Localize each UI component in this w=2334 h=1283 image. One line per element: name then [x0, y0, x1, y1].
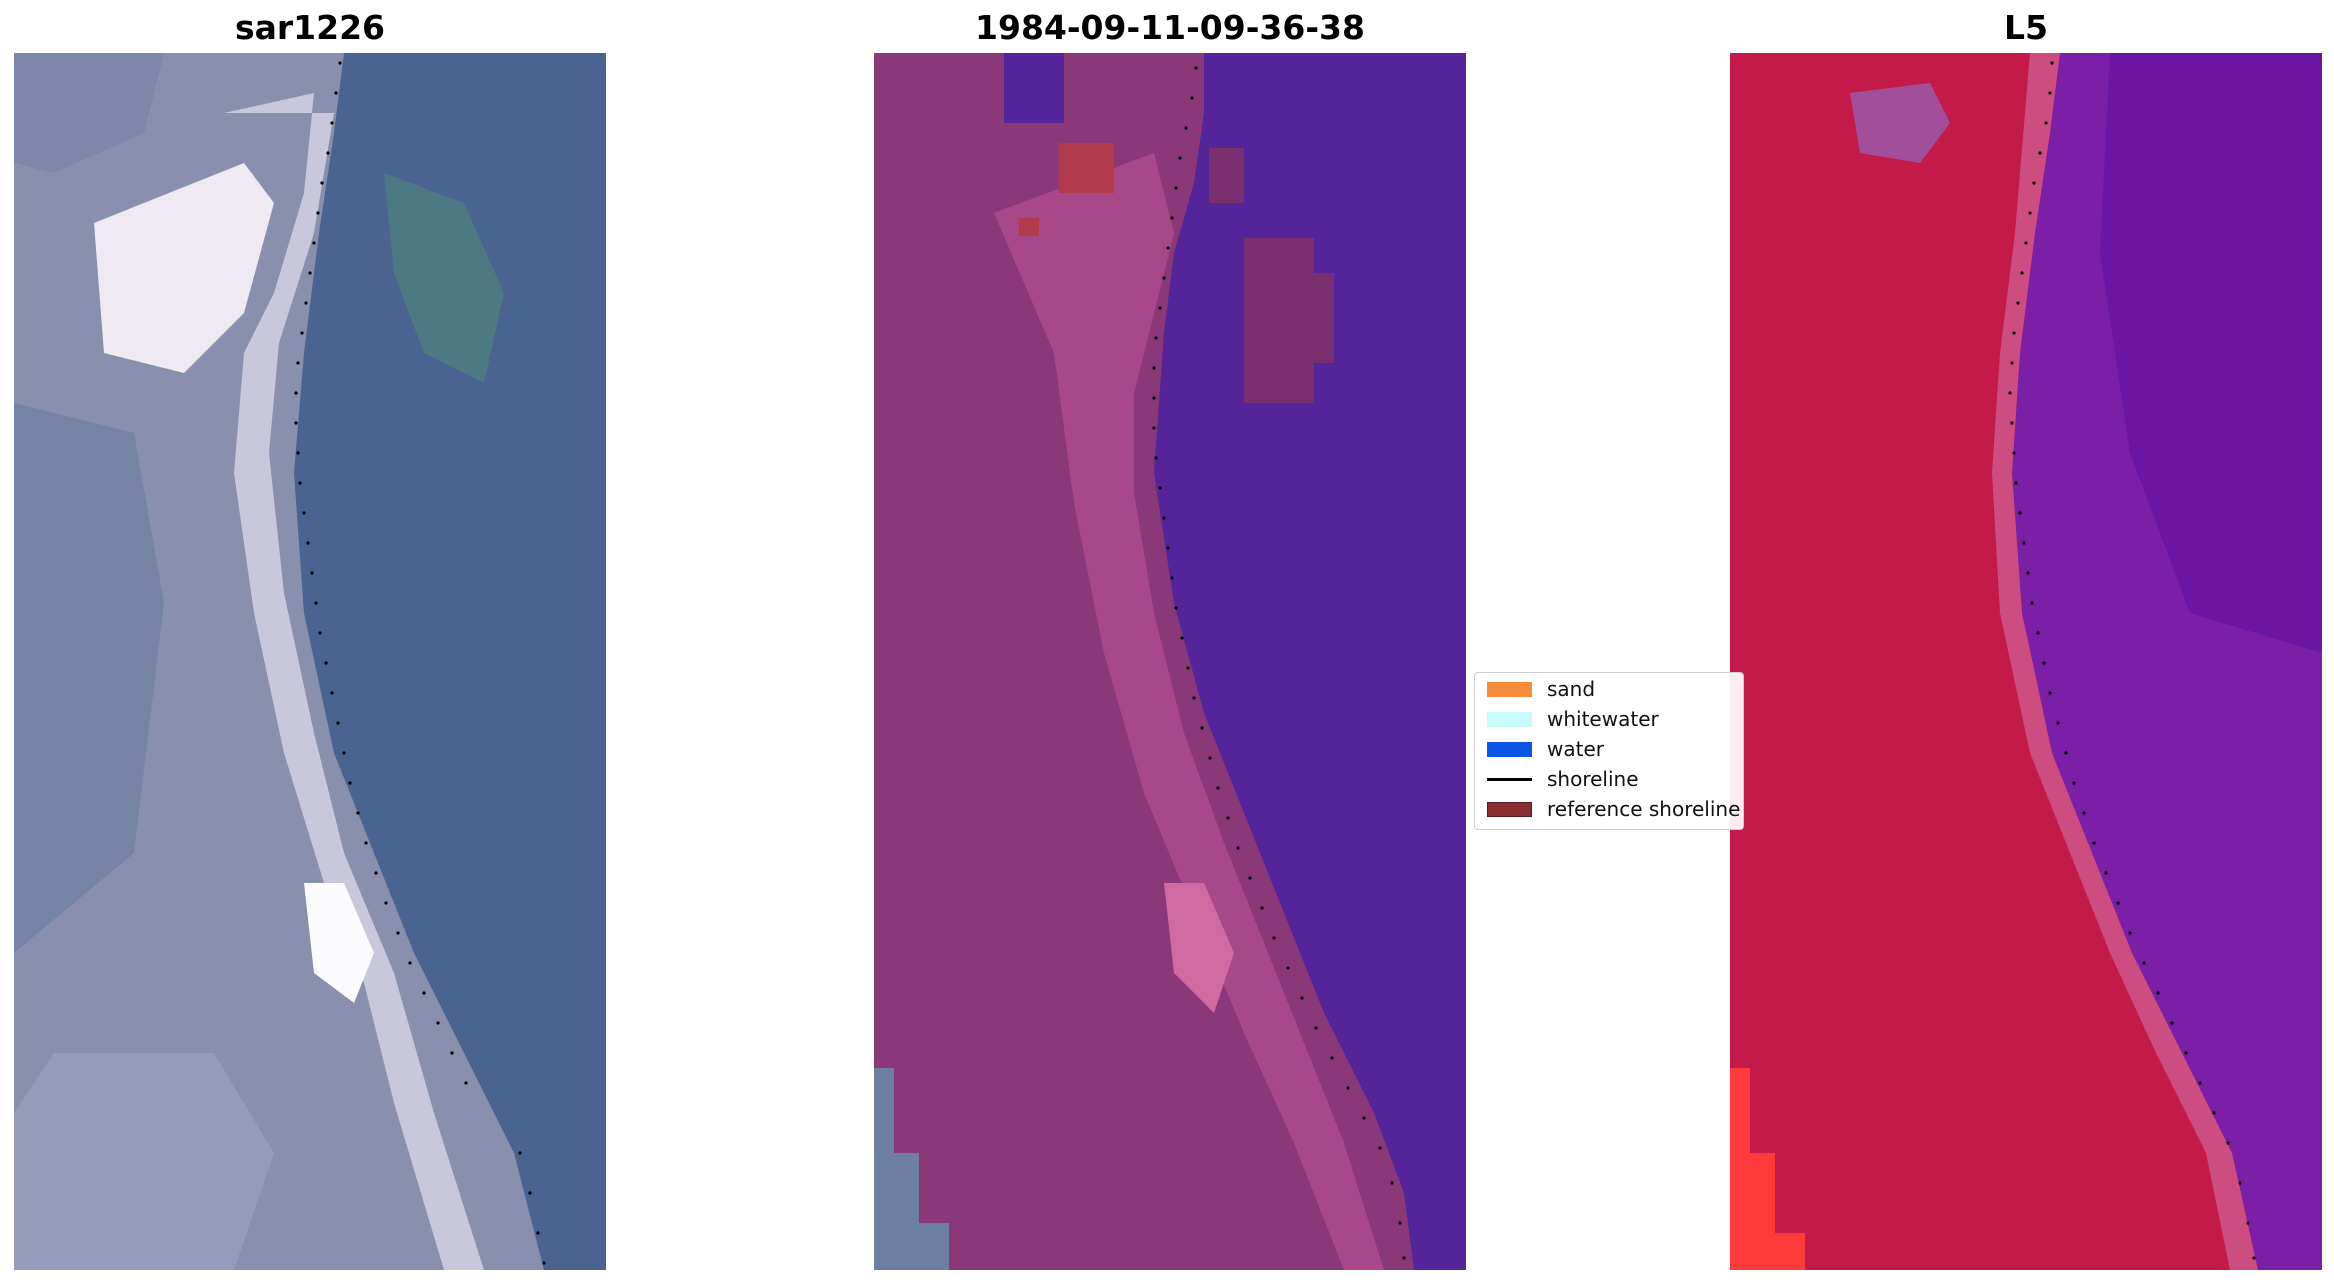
legend-label-sand: sand	[1547, 677, 1596, 701]
class-reference-patch-small	[1019, 218, 1039, 236]
l5-red-lower-left	[1730, 1068, 1805, 1270]
l5-image-panel	[1730, 53, 2322, 1270]
classified-image-panel	[874, 53, 1466, 1270]
legend-item-sand: sand	[1481, 675, 1751, 701]
legend-item-reference-shoreline: reference shoreline	[1481, 795, 1751, 821]
panel-title-classified: 1984-09-11-09-36-38	[975, 8, 1365, 47]
legend-label-whitewater: whitewater	[1547, 707, 1659, 731]
legend-item-whitewater: whitewater	[1481, 705, 1751, 731]
legend-label-water: water	[1547, 737, 1604, 761]
class-beach-band	[994, 153, 1384, 1270]
rgb-image-panel	[14, 53, 606, 1270]
l5-purple-patch	[1850, 83, 1950, 163]
rgb-bright-patch	[94, 163, 274, 373]
class-lower-left-rgb	[874, 1068, 949, 1270]
panel-title-rgb: sar1226	[234, 8, 386, 47]
class-reference-patch-top	[1059, 143, 1114, 193]
class-offshore-small	[1209, 148, 1244, 203]
legend-swatch-whitewater	[1487, 712, 1532, 727]
l5-shoreline-dots	[2008, 61, 2256, 1260]
legend-label-shoreline: shoreline	[1547, 767, 1639, 791]
class-shoreline-dots	[1152, 66, 1406, 1260]
legend-item-water: water	[1481, 735, 1751, 761]
panel-title-l5: L5	[2004, 8, 2048, 47]
class-beach-highlight	[1164, 883, 1234, 1013]
rgb-green-patch	[384, 173, 504, 383]
legend-line-shoreline	[1487, 778, 1532, 781]
legend-swatch-sand	[1487, 682, 1532, 697]
legend-label-reference-shoreline: reference shoreline	[1547, 797, 1741, 821]
rgb-shoreline-dots	[294, 61, 546, 1265]
rgb-bright-beach	[224, 93, 484, 1270]
rgb-lower-land	[14, 1053, 274, 1270]
rgb-land-dark	[14, 403, 164, 953]
l5-water-dark	[2100, 53, 2322, 653]
legend-swatch-reference-shoreline	[1487, 802, 1532, 817]
class-offshore-patch	[1244, 238, 1334, 403]
rgb-land-dark2	[14, 53, 164, 173]
rgb-bright-spot	[304, 883, 374, 1003]
legend-item-shoreline: shoreline	[1481, 765, 1751, 791]
legend-swatch-water	[1487, 742, 1532, 757]
legend: sand whitewater water shoreline referenc…	[1474, 672, 1744, 830]
